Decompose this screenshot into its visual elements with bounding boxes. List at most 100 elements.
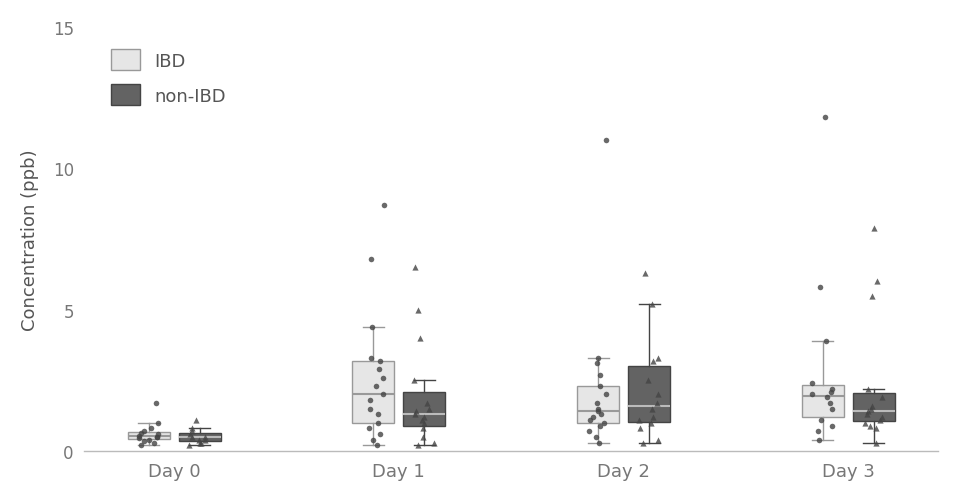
Point	[805, 391, 820, 399]
Point	[414, 416, 430, 424]
Point	[650, 354, 666, 362]
Point	[864, 292, 879, 300]
Point	[136, 437, 152, 445]
Point	[593, 371, 608, 379]
Point	[825, 422, 840, 430]
Point	[363, 405, 378, 413]
Point	[416, 419, 432, 427]
PathPatch shape	[128, 432, 170, 439]
PathPatch shape	[628, 366, 670, 422]
Point	[589, 433, 604, 441]
Point	[644, 413, 660, 421]
Point	[812, 284, 828, 292]
Point	[150, 433, 165, 441]
Point	[860, 408, 876, 416]
Point	[130, 434, 146, 442]
Point	[416, 413, 432, 421]
Point	[192, 436, 207, 444]
Point	[591, 408, 606, 416]
PathPatch shape	[802, 385, 844, 417]
Point	[869, 278, 884, 286]
Point	[371, 365, 386, 373]
Point	[591, 439, 606, 447]
Point	[581, 427, 596, 435]
Point	[365, 436, 381, 444]
Point	[818, 337, 833, 345]
Point	[131, 432, 147, 440]
Point	[410, 306, 426, 314]
Point	[596, 419, 612, 427]
Point	[590, 354, 605, 362]
Point	[590, 399, 605, 407]
Point	[860, 385, 876, 393]
Point	[133, 429, 149, 437]
Point	[825, 405, 840, 413]
Point	[632, 424, 647, 432]
Point	[376, 391, 391, 399]
Point	[817, 114, 832, 122]
Point	[184, 427, 199, 435]
Point	[868, 424, 883, 432]
Point	[586, 413, 601, 421]
Point	[427, 439, 442, 447]
Point	[142, 436, 157, 444]
Point	[641, 377, 656, 385]
Point	[363, 255, 379, 263]
PathPatch shape	[178, 433, 221, 441]
Point	[151, 430, 166, 438]
Point	[635, 439, 650, 447]
Point	[594, 410, 609, 418]
Point	[813, 416, 829, 424]
Point	[198, 433, 213, 441]
Point	[598, 391, 614, 399]
Point	[409, 441, 425, 449]
Point	[638, 270, 653, 278]
Y-axis label: Concentration (ppb): Concentration (ppb)	[21, 149, 38, 330]
Legend: IBD, non-IBD: IBD, non-IBD	[102, 41, 235, 115]
Point	[407, 410, 422, 418]
Point	[133, 441, 149, 449]
Point	[643, 419, 659, 427]
PathPatch shape	[577, 386, 620, 423]
Point	[598, 137, 614, 145]
Point	[376, 201, 391, 209]
Point	[143, 424, 158, 432]
Point	[363, 354, 379, 362]
Point	[412, 334, 428, 342]
Point	[184, 424, 199, 432]
Point	[582, 416, 597, 424]
Point	[375, 374, 390, 382]
Point	[362, 424, 377, 432]
PathPatch shape	[352, 361, 394, 423]
Point	[649, 399, 665, 407]
Point	[370, 410, 386, 418]
Point	[873, 416, 888, 424]
Point	[422, 405, 437, 413]
Point	[415, 433, 431, 441]
Point	[644, 405, 660, 413]
PathPatch shape	[404, 392, 445, 426]
Point	[650, 391, 666, 399]
Point	[645, 357, 661, 365]
Point	[819, 393, 834, 401]
Point	[182, 430, 198, 438]
Point	[149, 399, 164, 407]
Point	[651, 436, 667, 444]
Point	[805, 379, 820, 387]
Point	[193, 439, 208, 447]
Point	[589, 360, 604, 368]
Point	[146, 439, 161, 447]
Point	[150, 433, 165, 441]
Point	[811, 436, 827, 444]
Point	[185, 433, 200, 441]
Point	[372, 430, 387, 438]
Point	[368, 382, 384, 390]
Point	[415, 424, 431, 432]
Point	[363, 396, 378, 404]
Point	[869, 439, 884, 447]
Point	[372, 357, 387, 365]
Point	[593, 382, 608, 390]
Point	[369, 441, 385, 449]
Point	[370, 419, 386, 427]
Point	[364, 323, 380, 331]
